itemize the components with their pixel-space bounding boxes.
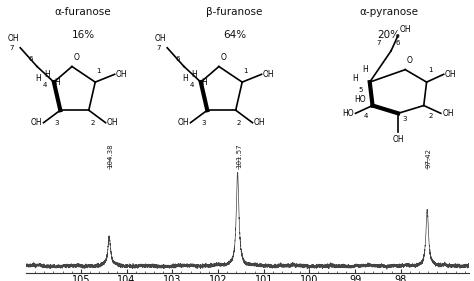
Text: OH: OH bbox=[7, 34, 19, 43]
Text: OH: OH bbox=[31, 118, 42, 127]
Text: 4: 4 bbox=[364, 113, 368, 119]
Text: OH: OH bbox=[442, 109, 454, 118]
Text: 101.57: 101.57 bbox=[236, 143, 242, 168]
Text: O: O bbox=[407, 56, 412, 65]
Text: 4: 4 bbox=[43, 82, 47, 88]
Text: H: H bbox=[201, 78, 207, 87]
Text: 3: 3 bbox=[402, 116, 407, 123]
Text: H: H bbox=[191, 70, 197, 79]
Text: 5: 5 bbox=[358, 87, 363, 93]
Text: 7: 7 bbox=[9, 45, 14, 51]
Text: 97.42: 97.42 bbox=[425, 148, 431, 168]
Text: 2: 2 bbox=[90, 120, 94, 126]
Text: OH: OH bbox=[178, 118, 189, 127]
Text: 2: 2 bbox=[428, 113, 432, 119]
Text: 7: 7 bbox=[377, 40, 381, 46]
Text: 7: 7 bbox=[156, 45, 161, 51]
Text: H: H bbox=[363, 65, 368, 74]
Text: β-furanose: β-furanose bbox=[207, 7, 263, 17]
Text: OH: OH bbox=[116, 70, 128, 79]
Text: O: O bbox=[220, 53, 226, 62]
Text: H: H bbox=[54, 78, 60, 87]
Text: H: H bbox=[353, 74, 358, 83]
Text: O: O bbox=[73, 53, 79, 62]
Text: OH: OH bbox=[107, 118, 118, 127]
Text: 3: 3 bbox=[201, 120, 206, 126]
Text: α-pyranose: α-pyranose bbox=[359, 7, 418, 17]
Text: OH: OH bbox=[400, 25, 411, 34]
Text: 20%: 20% bbox=[377, 30, 400, 40]
Text: α-furanose: α-furanose bbox=[55, 7, 111, 17]
Text: 1: 1 bbox=[244, 68, 248, 74]
Text: HO: HO bbox=[354, 95, 365, 104]
Text: 3: 3 bbox=[55, 120, 59, 126]
Text: OH: OH bbox=[392, 135, 404, 144]
Text: 1: 1 bbox=[97, 68, 101, 74]
Text: H: H bbox=[182, 74, 188, 83]
Text: OH: OH bbox=[263, 70, 274, 79]
Text: 64%: 64% bbox=[223, 30, 246, 40]
Text: OH: OH bbox=[154, 34, 166, 43]
Text: 2: 2 bbox=[237, 120, 241, 126]
Text: OH: OH bbox=[445, 70, 457, 79]
Text: 4: 4 bbox=[190, 82, 194, 88]
Text: 104.38: 104.38 bbox=[108, 143, 113, 168]
Text: 6: 6 bbox=[29, 56, 33, 62]
Text: 16%: 16% bbox=[72, 30, 94, 40]
Text: HO: HO bbox=[342, 109, 354, 118]
Text: OH: OH bbox=[254, 118, 265, 127]
Text: 6: 6 bbox=[176, 56, 180, 62]
Text: 1: 1 bbox=[428, 67, 432, 73]
Text: H: H bbox=[44, 70, 50, 79]
Text: 6: 6 bbox=[395, 40, 400, 46]
Text: H: H bbox=[36, 74, 41, 83]
